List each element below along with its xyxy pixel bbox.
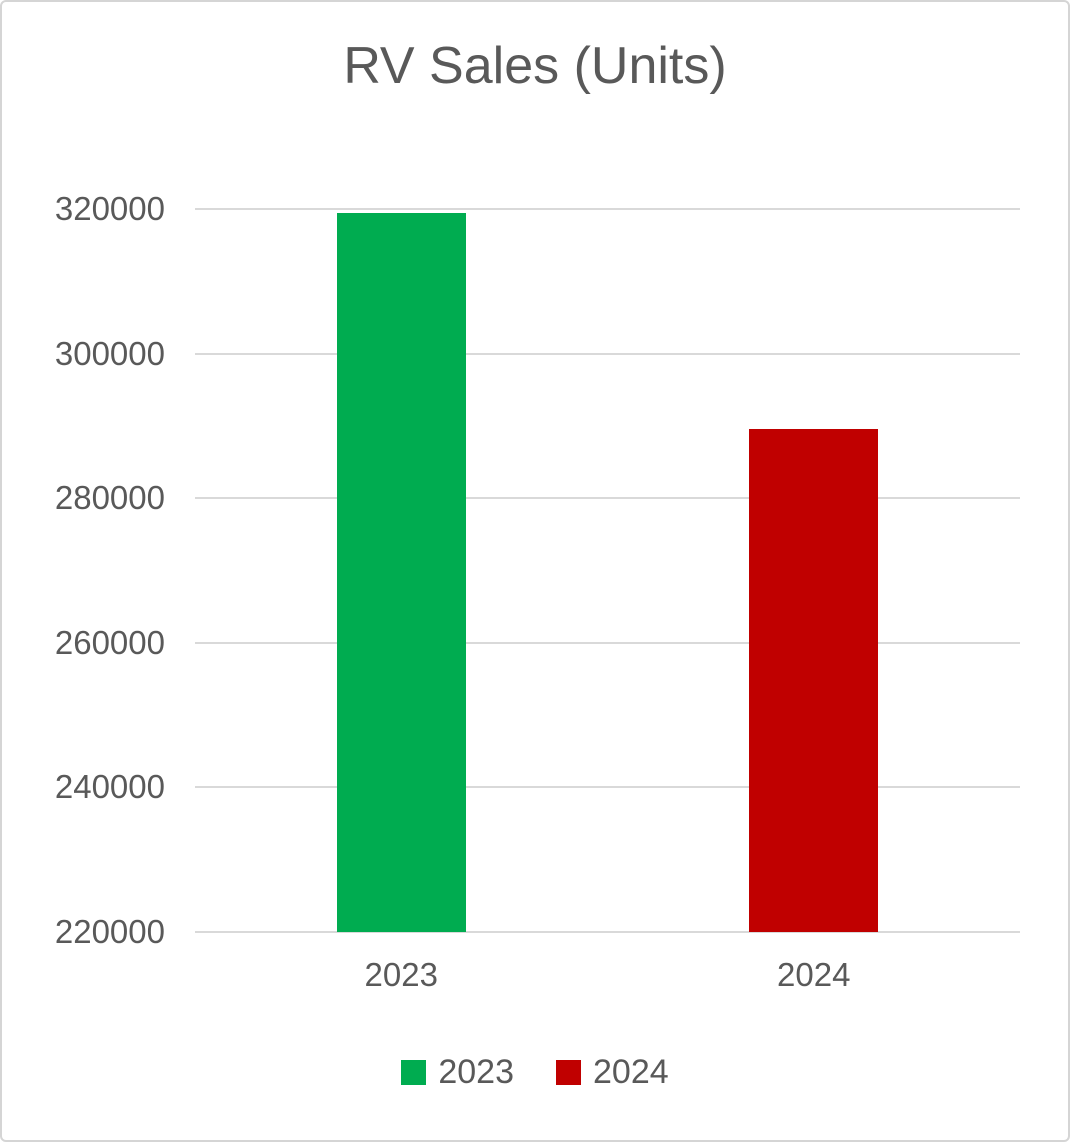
legend-swatch-icon (556, 1059, 581, 1085)
legend-entry-2024: 2024 (556, 1052, 669, 1092)
y-axis-tick-label: 280000 (54, 479, 165, 517)
y-axis-tick-label: 240000 (54, 768, 165, 806)
bar-2023 (336, 212, 466, 932)
y-axis-tick-label: 220000 (54, 913, 165, 950)
gridline (195, 641, 1020, 644)
legend: 2023 2024 (2, 1052, 1068, 1092)
bar-2024 (749, 428, 879, 932)
y-axis-tick-label: 320000 (54, 190, 165, 227)
legend-entry-2023: 2023 (401, 1052, 514, 1092)
legend-label: 2024 (593, 1053, 669, 1091)
chart-title: RV Sales (Units) (343, 37, 727, 95)
gridline (195, 786, 1020, 789)
x-axis-category-label: 2023 (364, 956, 438, 993)
gridline (195, 497, 1020, 500)
legend-label: 2023 (438, 1053, 514, 1091)
gridline (195, 931, 1020, 933)
y-axis-tick-label: 300000 (54, 334, 165, 372)
x-axis-category-label: 2024 (777, 956, 851, 993)
legend-swatch-icon (401, 1059, 427, 1085)
y-axis-tick-label: 260000 (54, 623, 165, 661)
gridline (195, 208, 1020, 210)
gridline (195, 352, 1020, 355)
